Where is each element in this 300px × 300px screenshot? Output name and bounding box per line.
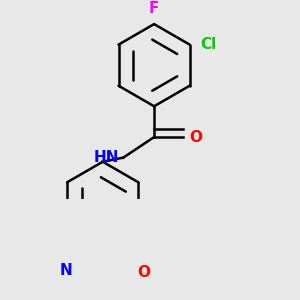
Text: O: O [138,265,151,280]
Text: N: N [59,263,72,278]
Text: Cl: Cl [200,37,216,52]
Text: F: F [149,1,159,16]
Text: O: O [189,130,202,145]
Text: HN: HN [94,150,119,165]
